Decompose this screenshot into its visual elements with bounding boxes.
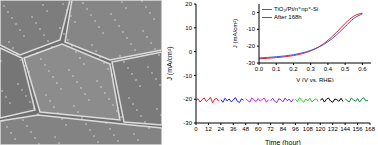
svg-text:48: 48 xyxy=(242,126,249,132)
svg-text:Time (hour): Time (hour) xyxy=(265,139,301,145)
svg-text:96: 96 xyxy=(292,126,299,132)
svg-text:10: 10 xyxy=(185,25,192,31)
svg-text:-10: -10 xyxy=(183,73,192,79)
svg-text:24: 24 xyxy=(218,126,225,132)
html-text:TiO₂/Pt/n⁺np⁺-Si: TiO₂/Pt/n⁺np⁺-Si xyxy=(274,6,319,12)
svg-text:0: 0 xyxy=(252,10,256,16)
svg-text:168: 168 xyxy=(365,126,370,132)
svg-text:20: 20 xyxy=(185,1,192,7)
svg-text:J (mA/cm²): J (mA/cm²) xyxy=(166,46,174,80)
svg-text:V (V vs. RHE): V (V vs. RHE) xyxy=(296,77,333,82)
svg-text:144: 144 xyxy=(340,126,351,132)
svg-text:84: 84 xyxy=(280,126,287,132)
svg-text:-10: -10 xyxy=(246,26,255,32)
svg-text:J (mA/cm²): J (mA/cm²) xyxy=(232,19,238,48)
svg-text:0.6: 0.6 xyxy=(358,66,367,72)
svg-text:0.1: 0.1 xyxy=(272,66,281,72)
svg-text:72: 72 xyxy=(267,126,274,132)
svg-text:0.3: 0.3 xyxy=(307,66,316,72)
svg-text:60: 60 xyxy=(255,126,262,132)
svg-text:12: 12 xyxy=(205,126,212,132)
svg-text:132: 132 xyxy=(328,126,339,132)
svg-text:0.0: 0.0 xyxy=(255,66,264,72)
svg-text:108: 108 xyxy=(303,126,314,132)
svg-text:-30: -30 xyxy=(183,120,192,126)
svg-text:156: 156 xyxy=(353,126,364,132)
svg-text:-30: -30 xyxy=(246,60,255,66)
svg-text:-20: -20 xyxy=(246,43,255,49)
svg-text:0: 0 xyxy=(194,126,198,132)
svg-text:0: 0 xyxy=(189,49,193,55)
svg-text:36: 36 xyxy=(230,126,237,132)
svg-text:0.2: 0.2 xyxy=(289,66,298,72)
html-text:After 168h: After 168h xyxy=(274,14,302,20)
svg-text:0.4: 0.4 xyxy=(324,66,333,72)
svg-text:120: 120 xyxy=(315,126,326,132)
svg-text:-20: -20 xyxy=(183,96,192,102)
svg-text:0.5: 0.5 xyxy=(341,66,350,72)
